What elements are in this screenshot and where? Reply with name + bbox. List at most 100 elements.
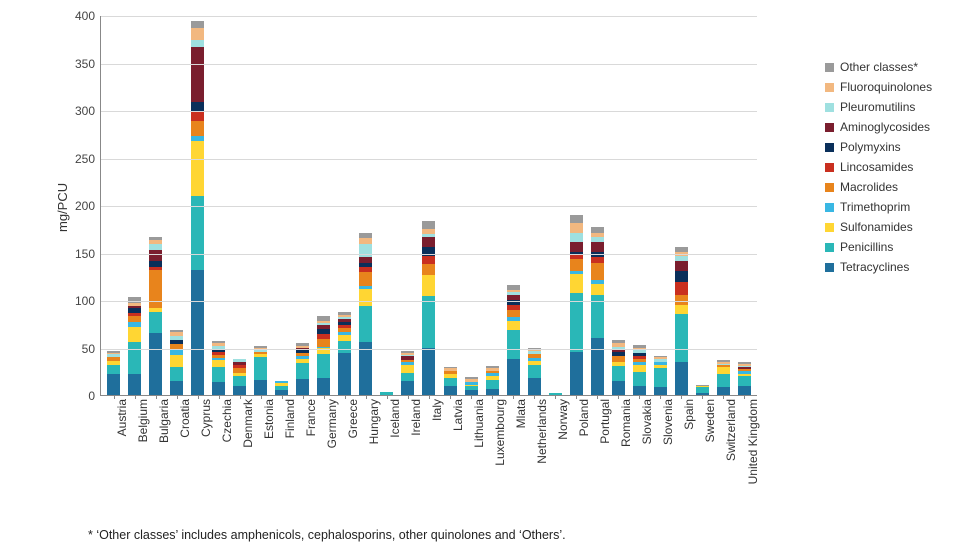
x-axis-label: Romania [619,399,633,447]
bar-segment-sulfonamides [170,355,183,366]
bar-segment-tetracyclines [233,386,246,396]
stacked-bar [170,330,183,396]
legend-item-fluoroquinolones: Fluoroquinolones [825,80,932,94]
stacked-bar [696,385,709,395]
x-axis-label: Sweden [703,399,717,442]
bar-segment-tetracyclines [717,387,730,395]
bar-segment-penicillins [191,196,204,269]
y-tick-label: 250 [75,152,101,166]
legend-swatch [825,143,834,152]
bar-segment-sulfonamides [717,367,730,375]
bar-segment-penicillins [444,378,457,386]
x-axis-label: Iceland [388,399,402,438]
bar-segment-pleuromutilins [359,244,372,257]
legend-label: Sulfonamides [840,220,913,234]
bar-segment-tetracyclines [528,378,541,395]
legend-label: Aminoglycosides [840,120,930,134]
stacked-bar [633,345,646,395]
gridline [101,159,757,160]
x-axis-label: Slovenia [661,399,675,445]
gridline [101,111,757,112]
legend-label: Tetracyclines [840,260,909,274]
x-axis-label: Belgium [136,399,150,442]
stacked-bar [233,359,246,395]
legend: Other classes* Fluoroquinolones Pleuromuti… [825,60,932,274]
bar-segment-macrolides [675,295,688,305]
x-axis-label: Portugal [598,399,612,444]
x-axis-label: Luxembourg [493,399,507,466]
bar-segment-tetracyclines [296,379,309,395]
legend-item-penicillins: Penicillins [825,240,932,254]
x-axis-label: United Kingdom [746,399,760,484]
bar-segment-polymyxins [675,271,688,282]
plot-area: AustriaBelgiumBulgariaCroatiaCyprusCzech… [100,16,757,396]
bar-segment-tetracyclines [212,382,225,395]
legend-label: Pleuromutilins [840,100,915,114]
bar-segment-sulfonamides [401,365,414,374]
bar-segment-penicillins [212,367,225,381]
legend-label: Fluoroquinolones [840,80,932,94]
bar-segment-penicillins [528,365,541,378]
legend-label: Lincosamides [840,160,913,174]
stacked-bar [486,366,499,395]
bar-segment-penicillins [254,357,267,380]
bar-segment-penicillins [170,367,183,381]
stacked-bar [191,21,204,395]
bar-segment-tetracyclines [359,342,372,395]
gridline [101,301,757,302]
bar-segment-tetracyclines [107,374,120,395]
legend-swatch [825,123,834,132]
bar-segment-macrolides [422,264,435,275]
bar-segment-lincosamides [191,112,204,122]
bar-segment-penicillins [128,342,141,374]
legend-item-aminoglycosides: Aminoglycosides [825,120,932,134]
bar-segment-sulfonamides [633,365,646,373]
legend-label: Other classes* [840,60,918,74]
bar-segment-tetracyclines [444,386,457,396]
bar-segment-sulfonamides [675,305,688,315]
legend-label: Trimethoprim [840,200,910,214]
bar-segment-penicillins [401,373,414,381]
x-axis-label: Hungary [367,399,381,444]
bar-segment-macrolides [317,339,330,347]
legend-swatch [825,183,834,192]
legend-label: Penicillins [840,240,893,254]
bar-segment-macrolides [191,121,204,135]
legend-item-other: Other classes* [825,60,932,74]
legend-swatch [825,103,834,112]
x-axis-label: Austria [115,399,129,436]
legend-swatch [825,83,834,92]
bar-segment-tetracyclines [401,381,414,395]
bar-segment-penicillins [338,341,351,353]
stacked-bar [717,360,730,395]
stacked-bar [444,367,457,395]
x-axis-label: Bulgaria [157,399,171,443]
bar-segment-penicillins [675,314,688,362]
bar-segment-penicillins [654,368,667,387]
legend-item-pleuromutilins: Pleuromutilins [825,100,932,114]
legend-label: Macrolides [840,180,898,194]
legend-swatch [825,63,834,72]
bar-segment-macrolides [570,259,583,270]
stacked-bar [570,215,583,395]
y-tick-label: 0 [88,389,101,403]
bar-segment-aminoglycosides [570,242,583,252]
bar-segment-penicillins [359,306,372,342]
bar-segment-tetracyclines [633,386,646,396]
bar-segment-fluoroquinolones [570,223,583,233]
x-axis-label: Estonia [262,399,276,439]
y-tick-label: 150 [75,247,101,261]
x-axis-label: Ireland [409,399,423,436]
bar-segment-tetracyclines [317,378,330,395]
bar-segment-penicillins [486,380,499,390]
bar-segment-tetracyclines [422,348,435,395]
legend-swatch [825,243,834,252]
x-axis-label: Netherlands [535,399,549,464]
bar-segment-tetracyclines [170,381,183,395]
legend-item-sulfonamides: Sulfonamides [825,220,932,234]
bar-segment-penicillins [738,376,751,386]
bar-segment-tetracyclines [654,387,667,395]
legend-item-tetracyclines: Tetracyclines [825,260,932,274]
bar-segment-tetracyclines [149,333,162,395]
stacked-bar [275,381,288,395]
